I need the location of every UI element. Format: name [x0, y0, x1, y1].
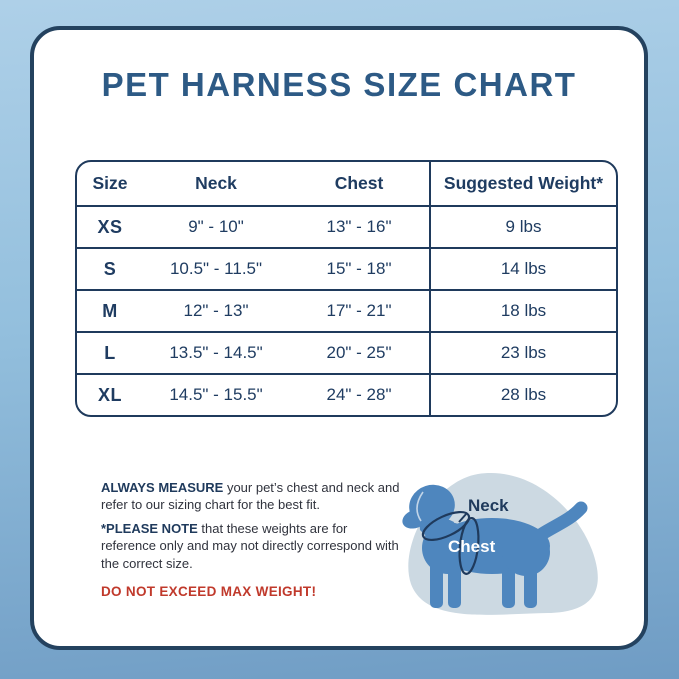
- neck-value: 10.5" - 11.5": [169, 259, 263, 278]
- page-title: PET HARNESS SIZE CHART: [101, 66, 577, 103]
- table-row-xs: XS 9" - 10" 13" - 16" 9 lbs: [77, 205, 616, 247]
- measure-note: ALWAYS MEASURE your pet’s chest and neck…: [101, 479, 405, 513]
- please-note: *PLEASE NOTE that these weights are for …: [101, 520, 405, 571]
- chest-label: Chest: [448, 537, 496, 556]
- weight-value: 28 lbs: [429, 375, 616, 415]
- neck-label: Neck: [468, 496, 509, 515]
- table-row-xl: XL 14.5" - 15.5" 24" - 28" 28 lbs: [77, 373, 616, 415]
- chest-value: 20" - 25": [326, 343, 392, 362]
- chest-value: 15" - 18": [326, 259, 392, 278]
- measure-note-lead: ALWAYS MEASURE: [101, 480, 224, 495]
- header-neck: Neck: [195, 173, 237, 193]
- table-row-s: S 10.5" - 11.5" 15" - 18" 14 lbs: [77, 247, 616, 289]
- chest-value: 13" - 16": [326, 217, 392, 236]
- neck-pointer-line: [458, 512, 468, 523]
- size-value: L: [104, 342, 116, 363]
- table-row-m: M 12" - 13" 17" - 21" 18 lbs: [77, 289, 616, 331]
- neck-value: 12" - 13": [183, 301, 249, 320]
- chest-value: 17" - 21": [326, 301, 392, 320]
- chest-measure-loop: [458, 517, 480, 575]
- please-note-text: that these weights are for reference onl…: [101, 521, 399, 571]
- size-table: Size Neck Chest Suggested Weight* XS 9" …: [75, 160, 618, 417]
- size-value: XS: [97, 216, 123, 237]
- neck-value: 9" - 10": [188, 217, 244, 236]
- neck-value: 14.5" - 15.5": [169, 385, 263, 404]
- dog-face-line: [416, 491, 424, 522]
- header-size: Size: [92, 173, 128, 193]
- neck-value: 13.5" - 14.5": [169, 343, 263, 362]
- notes-block: ALWAYS MEASURE your pet’s chest and neck…: [101, 479, 405, 608]
- weight-value: 9 lbs: [429, 207, 616, 247]
- size-value: XL: [97, 384, 122, 405]
- weight-value: 23 lbs: [429, 333, 616, 373]
- chest-value: 24" - 28": [326, 385, 392, 404]
- header-chest: Chest: [334, 173, 384, 193]
- weight-value: 18 lbs: [429, 291, 616, 331]
- header-suggested-weight: Suggested Weight*: [429, 162, 616, 205]
- weight-value: 14 lbs: [429, 249, 616, 289]
- size-value: S: [103, 258, 117, 279]
- table-row-l: L 13.5" - 14.5" 20" - 25" 23 lbs: [77, 331, 616, 373]
- table-header-row: Size Neck Chest Suggested Weight*: [77, 162, 616, 205]
- max-weight-warning: DO NOT EXCEED MAX WEIGHT!: [101, 583, 317, 599]
- neck-measure-loop: [421, 510, 471, 542]
- size-value: M: [102, 300, 118, 321]
- dog-measurement-diagram: Neck Chest: [390, 450, 620, 650]
- measure-note-text: your pet’s chest and neck and refer to o…: [101, 480, 400, 513]
- please-note-lead: *PLEASE NOTE: [101, 521, 198, 537]
- dog-illustration: Neck Chest: [402, 473, 598, 615]
